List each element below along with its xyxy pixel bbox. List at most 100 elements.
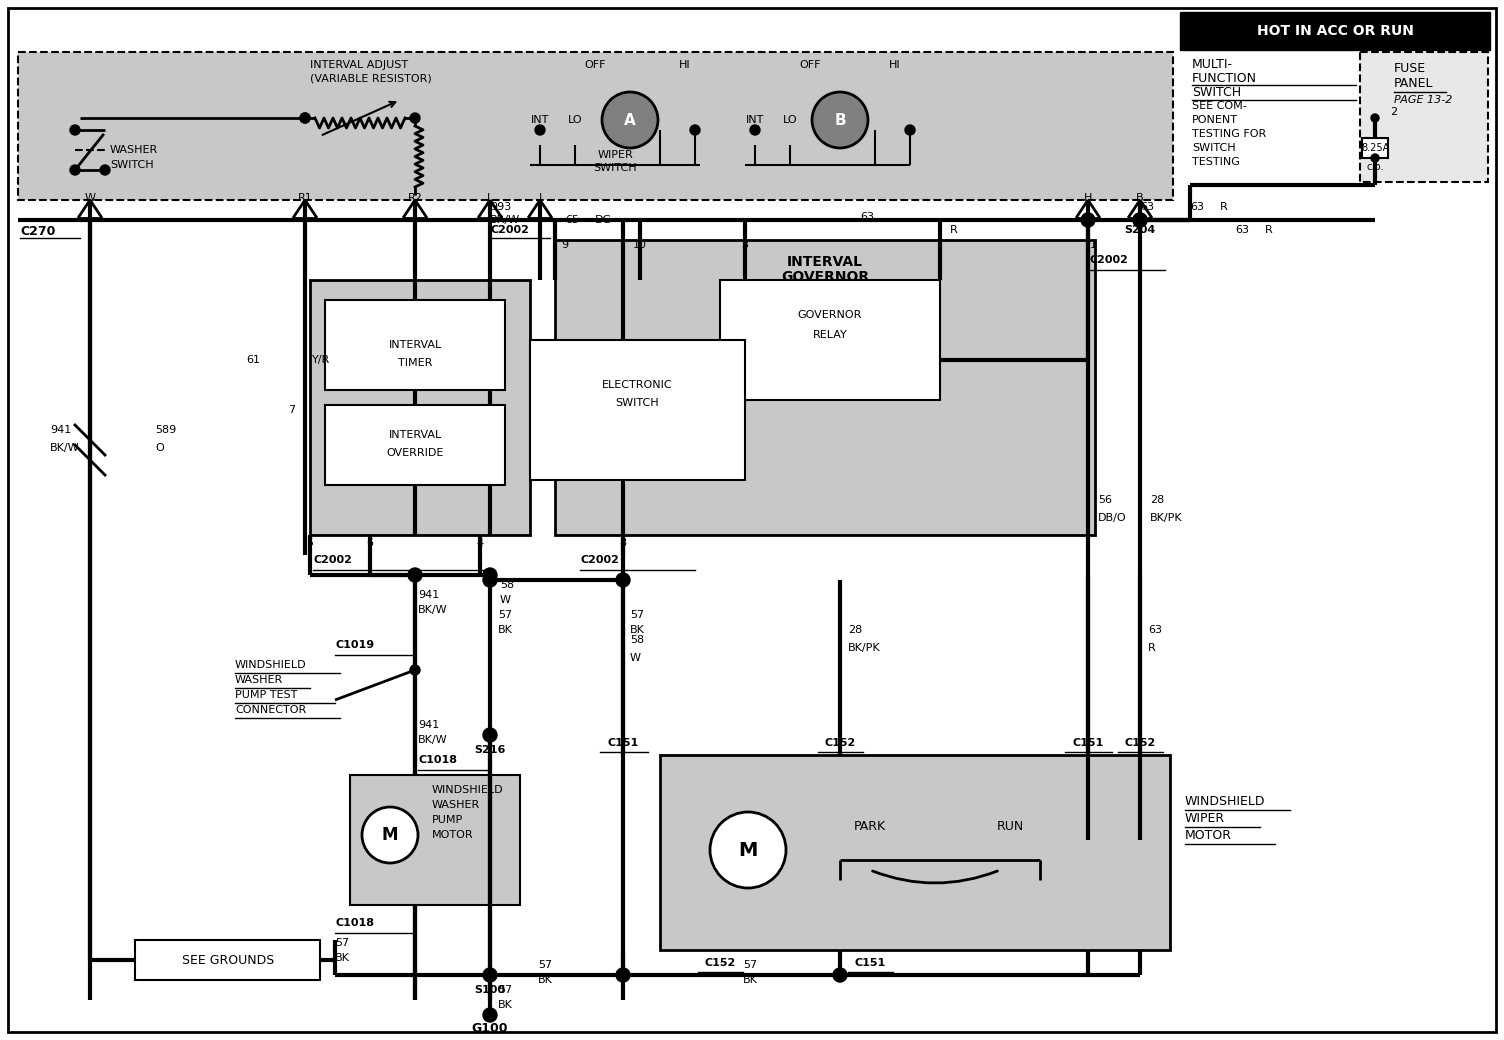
Text: GOVERNOR: GOVERNOR bbox=[797, 310, 862, 320]
Text: BK: BK bbox=[335, 953, 350, 963]
Circle shape bbox=[1133, 213, 1148, 227]
Text: CONNECTOR: CONNECTOR bbox=[235, 705, 307, 716]
Text: 941: 941 bbox=[50, 425, 71, 435]
Text: 9: 9 bbox=[561, 240, 569, 250]
Text: Y/R: Y/R bbox=[311, 355, 331, 365]
Text: PANEL: PANEL bbox=[1394, 77, 1433, 90]
Circle shape bbox=[71, 165, 80, 175]
Text: L: L bbox=[487, 193, 493, 203]
Text: 2: 2 bbox=[1390, 107, 1397, 118]
Text: C152: C152 bbox=[824, 738, 856, 748]
Text: C1018: C1018 bbox=[418, 755, 457, 765]
Text: 4: 4 bbox=[477, 538, 484, 548]
Text: PARK: PARK bbox=[854, 820, 886, 833]
Text: WINDSHIELD: WINDSHIELD bbox=[432, 785, 504, 795]
Bar bbox=[720, 280, 940, 400]
Circle shape bbox=[602, 92, 659, 148]
Text: SWITCH: SWITCH bbox=[1193, 86, 1241, 99]
Text: WIPER: WIPER bbox=[1185, 812, 1226, 825]
Text: INTERVAL ADJUST: INTERVAL ADJUST bbox=[310, 60, 408, 70]
Text: 57: 57 bbox=[743, 960, 757, 970]
Text: 28: 28 bbox=[1151, 495, 1164, 505]
Text: W: W bbox=[84, 193, 95, 203]
Text: 63: 63 bbox=[1190, 202, 1205, 212]
Text: INTERVAL: INTERVAL bbox=[388, 430, 442, 440]
Bar bbox=[1181, 12, 1490, 50]
Text: 941: 941 bbox=[418, 590, 439, 600]
Text: 8.25A: 8.25A bbox=[1361, 144, 1390, 153]
Text: 57: 57 bbox=[335, 938, 349, 948]
Text: R: R bbox=[1148, 643, 1155, 653]
Text: C1018: C1018 bbox=[335, 918, 374, 928]
Text: OFF: OFF bbox=[584, 60, 606, 70]
Text: BK/PK: BK/PK bbox=[1151, 513, 1182, 523]
Text: H: H bbox=[1084, 193, 1092, 203]
Text: C2002: C2002 bbox=[313, 555, 352, 565]
Circle shape bbox=[299, 113, 310, 123]
Text: B: B bbox=[1136, 193, 1145, 203]
Bar bbox=[555, 240, 1095, 535]
Text: SWITCH: SWITCH bbox=[593, 163, 636, 173]
Text: DB/O: DB/O bbox=[1098, 513, 1126, 523]
Text: PUMP TEST: PUMP TEST bbox=[235, 690, 298, 700]
Text: SWITCH: SWITCH bbox=[110, 160, 153, 170]
Text: 10: 10 bbox=[633, 240, 647, 250]
Text: W: W bbox=[499, 595, 511, 605]
Text: BK/W: BK/W bbox=[418, 605, 448, 615]
Text: RUN: RUN bbox=[996, 820, 1024, 833]
Circle shape bbox=[411, 665, 420, 675]
Text: ELECTRONIC: ELECTRONIC bbox=[602, 380, 672, 390]
Text: BK: BK bbox=[498, 1000, 513, 1010]
Text: 57: 57 bbox=[630, 610, 644, 620]
Text: A: A bbox=[624, 112, 636, 128]
Circle shape bbox=[483, 968, 496, 982]
Text: INT: INT bbox=[531, 115, 549, 125]
Text: B: B bbox=[835, 112, 845, 128]
Circle shape bbox=[833, 968, 847, 982]
Circle shape bbox=[710, 812, 787, 888]
Text: W: W bbox=[630, 653, 641, 664]
Text: PONENT: PONENT bbox=[1193, 115, 1238, 125]
Text: 63: 63 bbox=[1235, 225, 1248, 235]
Text: I: I bbox=[538, 193, 541, 203]
Text: S216: S216 bbox=[474, 745, 505, 755]
Bar bbox=[325, 405, 505, 485]
Text: MOTOR: MOTOR bbox=[1185, 829, 1232, 842]
Text: C2002: C2002 bbox=[490, 225, 529, 235]
Circle shape bbox=[362, 807, 418, 863]
Text: OVERRIDE: OVERRIDE bbox=[387, 448, 444, 458]
Text: BK/W: BK/W bbox=[50, 443, 80, 453]
Text: HOT IN ACC OR RUN: HOT IN ACC OR RUN bbox=[1256, 24, 1414, 38]
Text: (VARIABLE RESISTOR): (VARIABLE RESISTOR) bbox=[310, 73, 432, 83]
Text: C1019: C1019 bbox=[335, 640, 374, 650]
Circle shape bbox=[812, 92, 868, 148]
Text: C151: C151 bbox=[608, 738, 639, 748]
Text: S204: S204 bbox=[1125, 225, 1155, 235]
Bar bbox=[18, 52, 1173, 200]
Circle shape bbox=[99, 165, 110, 175]
Text: FUNCTION: FUNCTION bbox=[1193, 72, 1257, 85]
Text: BK: BK bbox=[498, 625, 513, 635]
Bar bbox=[135, 940, 320, 980]
Circle shape bbox=[750, 125, 760, 135]
Text: FUSE: FUSE bbox=[1394, 62, 1426, 75]
Circle shape bbox=[483, 1008, 496, 1022]
Text: 63: 63 bbox=[1148, 625, 1163, 635]
Text: C152: C152 bbox=[1125, 738, 1155, 748]
Bar bbox=[660, 755, 1170, 950]
Text: WASHER: WASHER bbox=[432, 800, 480, 810]
Text: 8: 8 bbox=[620, 538, 627, 548]
Circle shape bbox=[690, 125, 699, 135]
Text: C2002: C2002 bbox=[1090, 255, 1130, 265]
Text: INTERVAL: INTERVAL bbox=[787, 255, 863, 269]
Text: SWITCH: SWITCH bbox=[1193, 144, 1236, 153]
Text: 1: 1 bbox=[1090, 240, 1096, 250]
Circle shape bbox=[483, 573, 496, 587]
Text: C151: C151 bbox=[854, 958, 886, 968]
Text: 65: 65 bbox=[566, 215, 579, 225]
Bar bbox=[529, 340, 744, 480]
Text: BK/PK: BK/PK bbox=[848, 643, 881, 653]
Text: SWITCH: SWITCH bbox=[615, 398, 659, 408]
Text: WASHER: WASHER bbox=[235, 675, 283, 685]
Circle shape bbox=[535, 125, 544, 135]
